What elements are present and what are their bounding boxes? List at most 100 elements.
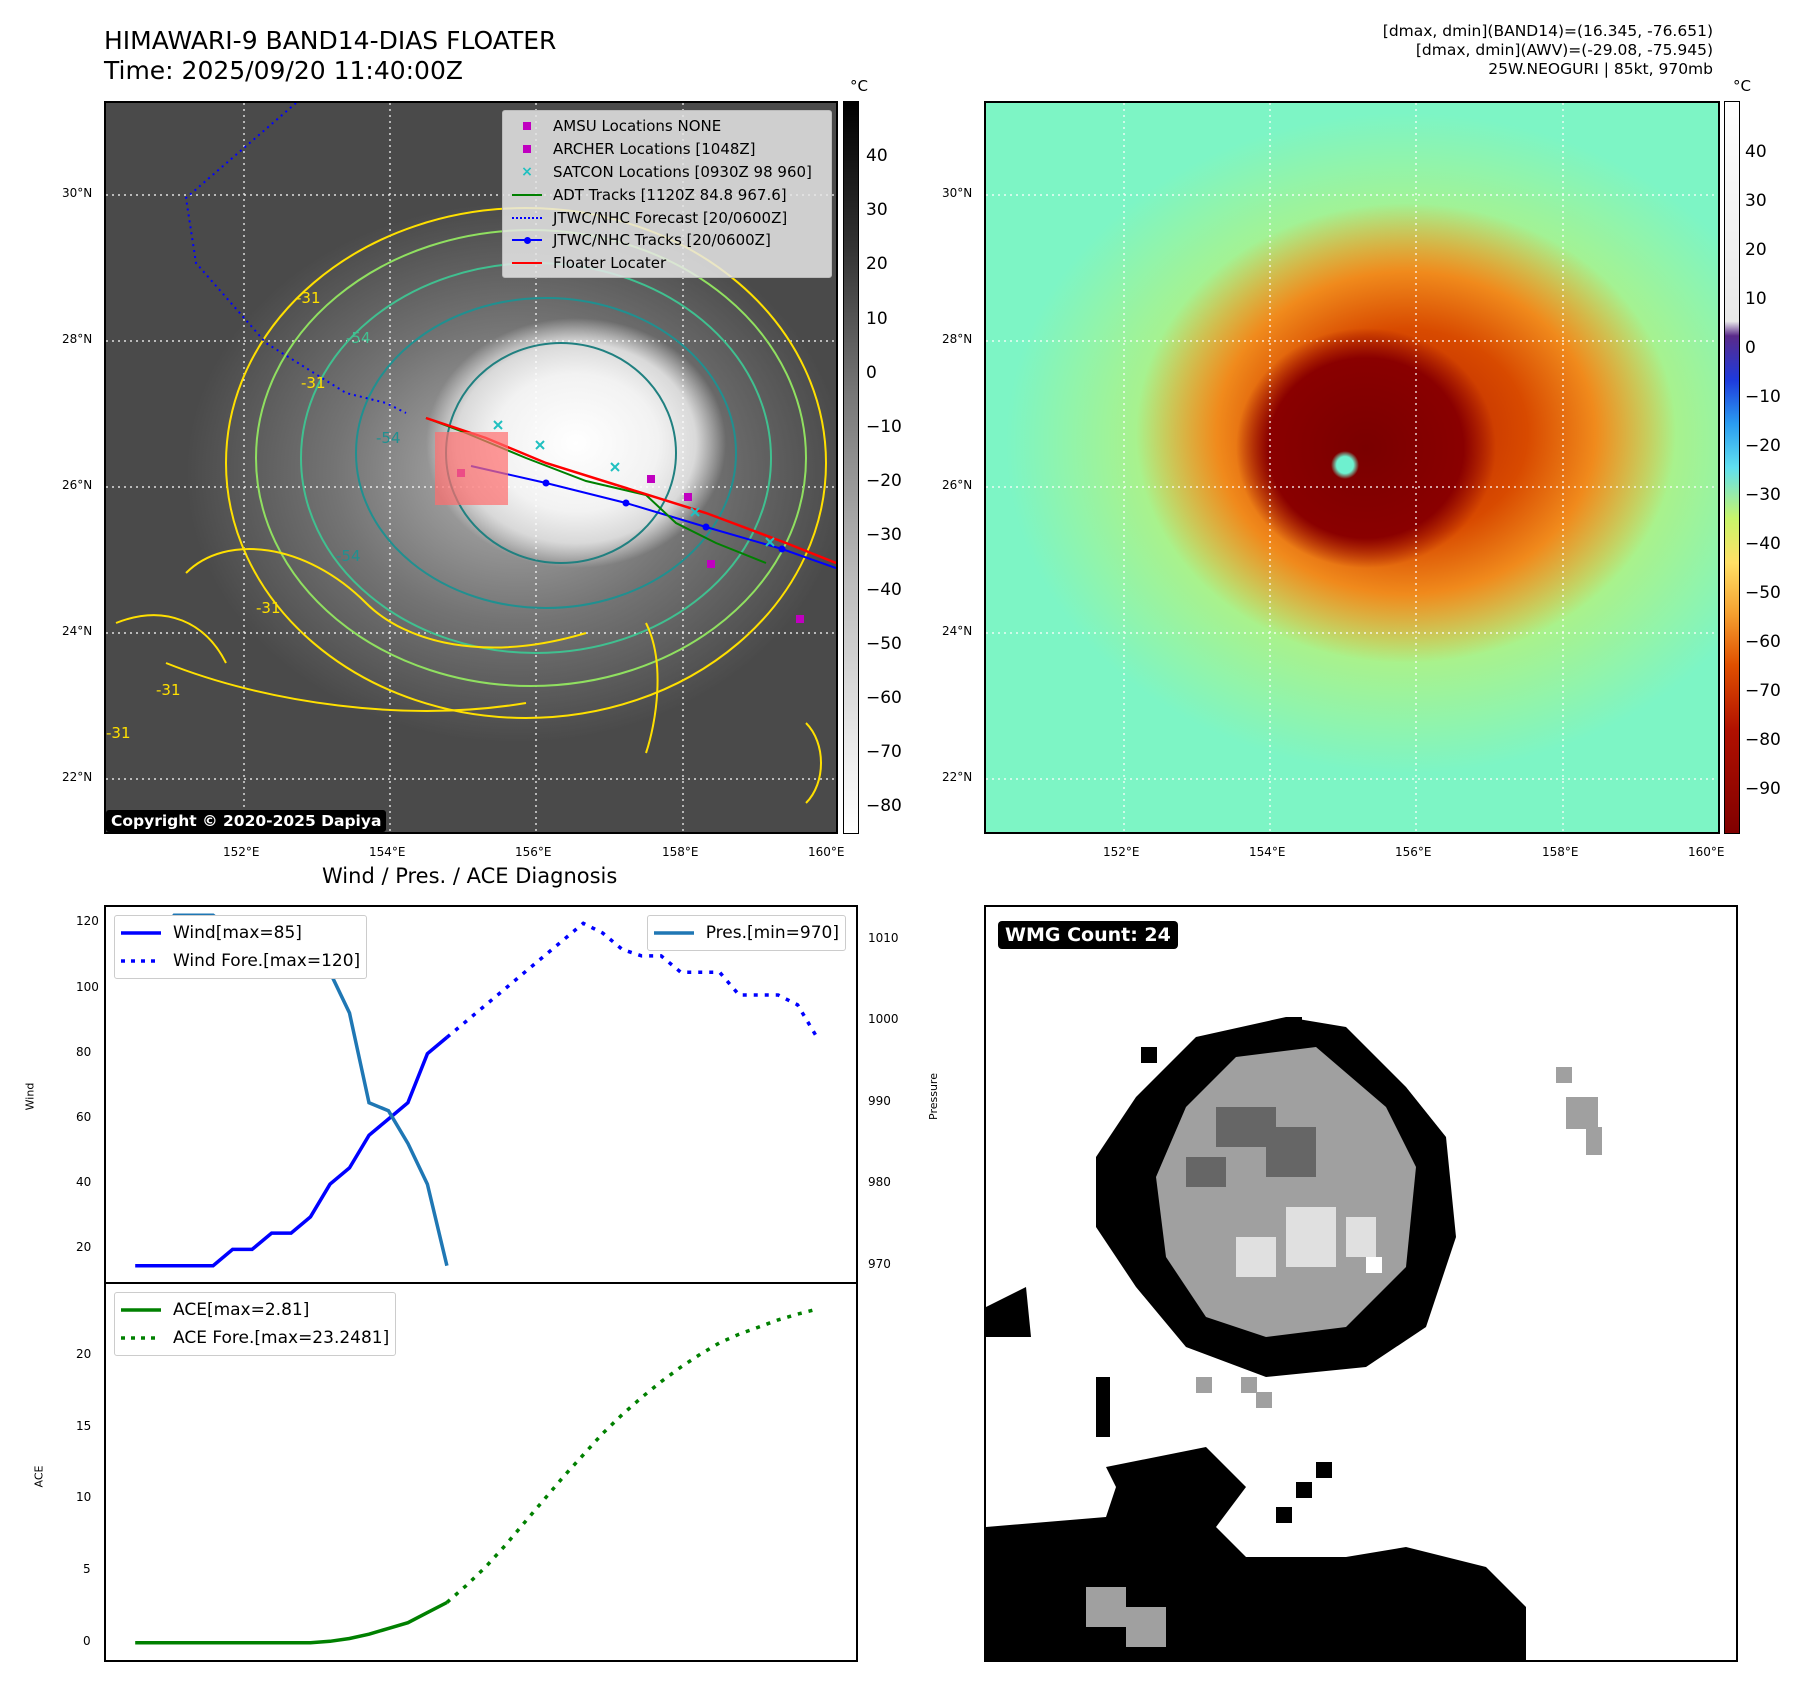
- colorbar-tick-label: 30: [866, 200, 888, 221]
- lon-tick: 156°E: [1395, 845, 1432, 859]
- pressure-y-tick: 990: [868, 1093, 891, 1108]
- lat-tick: 24°N: [62, 624, 93, 638]
- colorbar-tick-label: 0: [1745, 338, 1756, 358]
- colorbar-tick-label: −20: [1745, 436, 1781, 456]
- contour-label: -31: [256, 599, 281, 617]
- lon-tick: 152°E: [223, 845, 260, 859]
- ace-legend: ACE[max=2.81] ACE Fore.[max=23.2481]: [114, 1292, 397, 1356]
- legend-key-wind-forecast: [121, 959, 161, 963]
- colorbar-tick-label: −80: [866, 796, 902, 817]
- diagnosis-title: Wind / Pres. / ACE Diagnosis: [322, 864, 618, 888]
- awv-grid: [986, 103, 1718, 832]
- colorbar-tick-label: −60: [866, 688, 902, 708]
- ace-y-tick: 20: [76, 1346, 92, 1361]
- legend-label: ACE[max=2.81]: [173, 1300, 310, 1320]
- ace-series-line-0: [135, 1600, 448, 1645]
- lon-tick: 158°E: [662, 845, 699, 859]
- jtwc-track-points: [542, 479, 786, 553]
- wmg-light-spots: [1236, 1207, 1376, 1277]
- lon-tick: 152°E: [1103, 845, 1140, 859]
- legend-key-jtwc-forecast: [511, 216, 543, 219]
- stats-line-1: [dmax, dmin](BAND14)=(16.345, -76.651): [1382, 22, 1713, 40]
- wind-y-tick: 60: [76, 1109, 92, 1124]
- lat-tick: 30°N: [62, 186, 93, 200]
- colorbar-tick-label: −70: [1745, 681, 1781, 701]
- legend-item-pressure: Pres.[min=970]: [653, 919, 839, 947]
- ace-y-tick: 15: [76, 1418, 92, 1433]
- colorbar-tick-label: 40: [1745, 142, 1767, 162]
- lat-tick: 22°N: [62, 770, 93, 784]
- ace-y-tick: 5: [83, 1562, 91, 1577]
- jtwc-forecast-track: [184, 103, 407, 414]
- wmg-image: [986, 1017, 1602, 1660]
- lat-tick: 24°N: [942, 624, 973, 638]
- awv-map-panel: [984, 101, 1720, 834]
- colorbar-tick-label: 30: [1745, 191, 1767, 211]
- legend-label: Wind Fore.[max=120]: [173, 951, 361, 971]
- legend-key-amsu: [511, 122, 543, 131]
- ace-plot: [135, 1307, 818, 1645]
- ace-y-tick: 0: [83, 1633, 91, 1648]
- legend-key-jtwc-tracks: [511, 236, 543, 244]
- colorbar-tick-label: 20: [866, 254, 888, 275]
- ir-map-panel: -31 -54 -54 -54 -31 -31 -31 -31 AMSU Loc…: [104, 101, 838, 834]
- lon-tick: 154°E: [369, 845, 406, 859]
- colorbar-tick-label: −30: [866, 525, 902, 546]
- awv-colorbar: [1724, 101, 1740, 834]
- lat-tick: 28°N: [942, 332, 973, 346]
- wmg-count-badge: WMG Count: 24: [998, 921, 1178, 949]
- lon-tick: 158°E: [1542, 845, 1579, 859]
- legend-key-ace-forecast: [121, 1336, 161, 1340]
- legend-item-jtwc-forecast: JTWC/NHC Forecast [20/0600Z]: [511, 206, 823, 229]
- legend-label: Pres.[min=970]: [705, 923, 839, 943]
- lon-tick: 160°E: [1688, 845, 1725, 859]
- colorbar-tick-label: −60: [1745, 632, 1781, 652]
- colorbar-tick-label: −40: [1745, 534, 1781, 554]
- lon-tick: 156°E: [515, 845, 552, 859]
- copyright-badge: Copyright © 2020-2025 Dapiya: [106, 810, 387, 832]
- lon-tick: 154°E: [1249, 845, 1286, 859]
- contour-label: -54: [346, 329, 371, 347]
- title-line-2: Time: 2025/09/20 11:40:00Z: [104, 56, 463, 85]
- colorbar-tick-label: −10: [1745, 387, 1781, 407]
- legend-item-ace-forecast: ACE Fore.[max=23.2481]: [121, 1324, 389, 1352]
- ir-colorbar-unit: °C: [850, 77, 868, 95]
- wind-y-tick: 120: [76, 914, 99, 929]
- series-line-0: [135, 1036, 449, 1268]
- legend-item-ace: ACE[max=2.81]: [121, 1296, 389, 1324]
- colorbar-tick-label: −10: [866, 417, 902, 437]
- legend-label: SATCON Locations [0930Z 98 960]: [553, 162, 812, 181]
- stats-block: [dmax, dmin](BAND14)=(16.345, -76.651) [d…: [1383, 22, 1713, 79]
- contour-label: -31: [296, 289, 321, 307]
- legend-label: ACE Fore.[max=23.2481]: [173, 1328, 390, 1348]
- ir-colorbar: [843, 101, 859, 834]
- legend-label: ADT Tracks [1120Z 84.8 967.6]: [553, 185, 787, 204]
- legend-label: ARCHER Locations [1048Z]: [553, 140, 756, 159]
- pressure-y-tick: 970: [868, 1256, 891, 1271]
- legend-key-adt: [511, 193, 543, 196]
- legend-label: Floater Locater: [553, 254, 667, 273]
- legend-item-wind-forecast: Wind Fore.[max=120]: [121, 947, 360, 975]
- colorbar-tick-label: 10: [866, 308, 888, 329]
- wind-y-tick: 20: [76, 1240, 92, 1255]
- wmg-dark-gray: [1186, 1107, 1316, 1187]
- ir-contours: [115, 207, 827, 804]
- wind-y-tick: 80: [76, 1044, 92, 1059]
- legend-key-wind: [121, 931, 161, 935]
- lat-tick: 26°N: [942, 478, 973, 492]
- colorbar-tick-label: −50: [866, 633, 902, 654]
- colorbar-tick-label: −80: [1745, 730, 1781, 750]
- colorbar-tick-label: −40: [866, 579, 902, 600]
- wind-y-tick: 100: [76, 979, 99, 994]
- contour-label: -54: [376, 429, 401, 447]
- main-title: HIMAWARI-9 BAND14-DIAS FLOATER Time: 2025…: [104, 26, 556, 86]
- wind-pressure-chart: Wind[max=85] Wind Fore.[max=120] Pres.[m…: [104, 905, 858, 1284]
- ace-series-line-1: [445, 1307, 818, 1604]
- lon-tick: 160°E: [808, 845, 845, 859]
- colorbar-tick-label: −70: [866, 742, 902, 763]
- floater-box: [435, 432, 508, 505]
- legend-item-wind: Wind[max=85]: [121, 919, 360, 947]
- wmg-panel: WMG Count: 24: [984, 905, 1738, 1662]
- title-line-1: HIMAWARI-9 BAND14-DIAS FLOATER: [104, 26, 557, 55]
- wmg-eye: [1366, 1257, 1382, 1273]
